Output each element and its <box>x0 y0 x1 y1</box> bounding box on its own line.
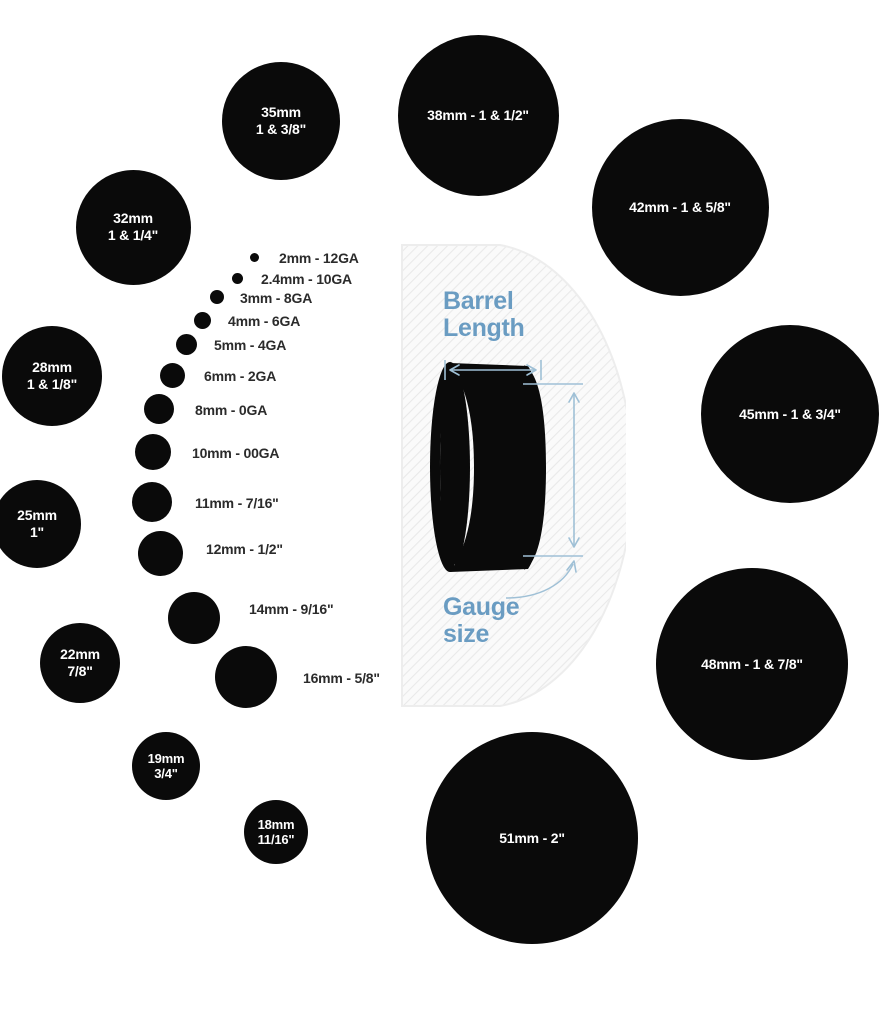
spiral-dot-label: 11mm - 7/16" <box>195 495 279 511</box>
spiral-dot <box>135 434 171 470</box>
spiral-dot <box>168 592 220 644</box>
size-circle-label: 19mm 3/4" <box>147 750 185 781</box>
size-circle-48mm: 48mm - 1 & 7/8" <box>656 568 848 760</box>
spiral-dot <box>137 530 183 576</box>
spiral-dot <box>132 482 172 522</box>
spiral-dot-label: 6mm - 2GA <box>204 368 277 384</box>
size-circle-label: 22mm 7/8" <box>60 646 100 679</box>
size-circle-22mm: 22mm 7/8" <box>40 623 120 703</box>
size-circle-label: 35mm 1 & 3/8" <box>255 104 307 137</box>
spiral-dot-label: 14mm - 9/16" <box>249 601 334 617</box>
size-circle-51mm: 51mm - 2" <box>426 732 638 944</box>
size-circle-18mm: 18mm 11/16" <box>244 800 308 864</box>
size-circle-label: 32mm 1 & 1/4" <box>107 210 159 243</box>
size-circle-25mm: 25mm 1" <box>0 480 81 568</box>
spiral-dot <box>144 394 174 424</box>
spiral-dot-label: 10mm - 00GA <box>192 445 280 461</box>
size-circle-35mm: 35mm 1 & 3/8" <box>222 62 340 180</box>
spiral-dot <box>159 362 185 388</box>
size-circle-label: 25mm 1" <box>17 507 57 540</box>
barrel-length-label: Barrel Length <box>443 287 525 342</box>
size-circle-42mm: 42mm - 1 & 5/8" <box>591 118 769 296</box>
spiral-dot-label: 3mm - 8GA <box>240 290 313 306</box>
gauge-size-label: Gauge size <box>443 593 520 648</box>
spiral-dot <box>231 272 243 284</box>
spiral-dot <box>175 333 197 355</box>
size-circle-label: 18mm 11/16" <box>257 816 295 847</box>
spiral-dot <box>193 311 211 329</box>
spiral-dot-label: 8mm - 0GA <box>195 402 268 418</box>
spiral-dot <box>210 290 224 304</box>
spiral-dot-label: 2.4mm - 10GA <box>261 271 352 287</box>
size-circle-label: 38mm - 1 & 1/2" <box>427 106 529 123</box>
size-circle-label: 28mm 1 & 1/8" <box>26 359 78 392</box>
size-circle-label: 42mm - 1 & 5/8" <box>629 198 731 215</box>
ear-tunnel-plug-illustration <box>428 355 568 580</box>
spiral-dot-label: 12mm - 1/2" <box>206 541 283 557</box>
spiral-dot-label: 5mm - 4GA <box>214 337 287 353</box>
spiral-dot-label: 2mm - 12GA <box>279 250 359 266</box>
spiral-dot-label: 16mm - 5/8" <box>303 670 380 686</box>
size-circle-38mm: 38mm - 1 & 1/2" <box>397 34 559 196</box>
size-circle-28mm: 28mm 1 & 1/8" <box>2 326 102 426</box>
size-circle-19mm: 19mm 3/4" <box>132 732 200 800</box>
size-circle-32mm: 32mm 1 & 1/4" <box>75 169 191 285</box>
size-circle-45mm: 45mm - 1 & 3/4" <box>701 325 879 503</box>
spiral-dot-label: 4mm - 6GA <box>228 313 301 329</box>
spiral-dot <box>215 646 277 708</box>
spiral-dot <box>249 252 259 262</box>
dimension-annotations <box>428 340 618 610</box>
size-circle-label: 45mm - 1 & 3/4" <box>739 405 841 422</box>
size-circle-label: 48mm - 1 & 7/8" <box>701 655 803 672</box>
size-circle-label: 51mm - 2" <box>499 829 565 846</box>
